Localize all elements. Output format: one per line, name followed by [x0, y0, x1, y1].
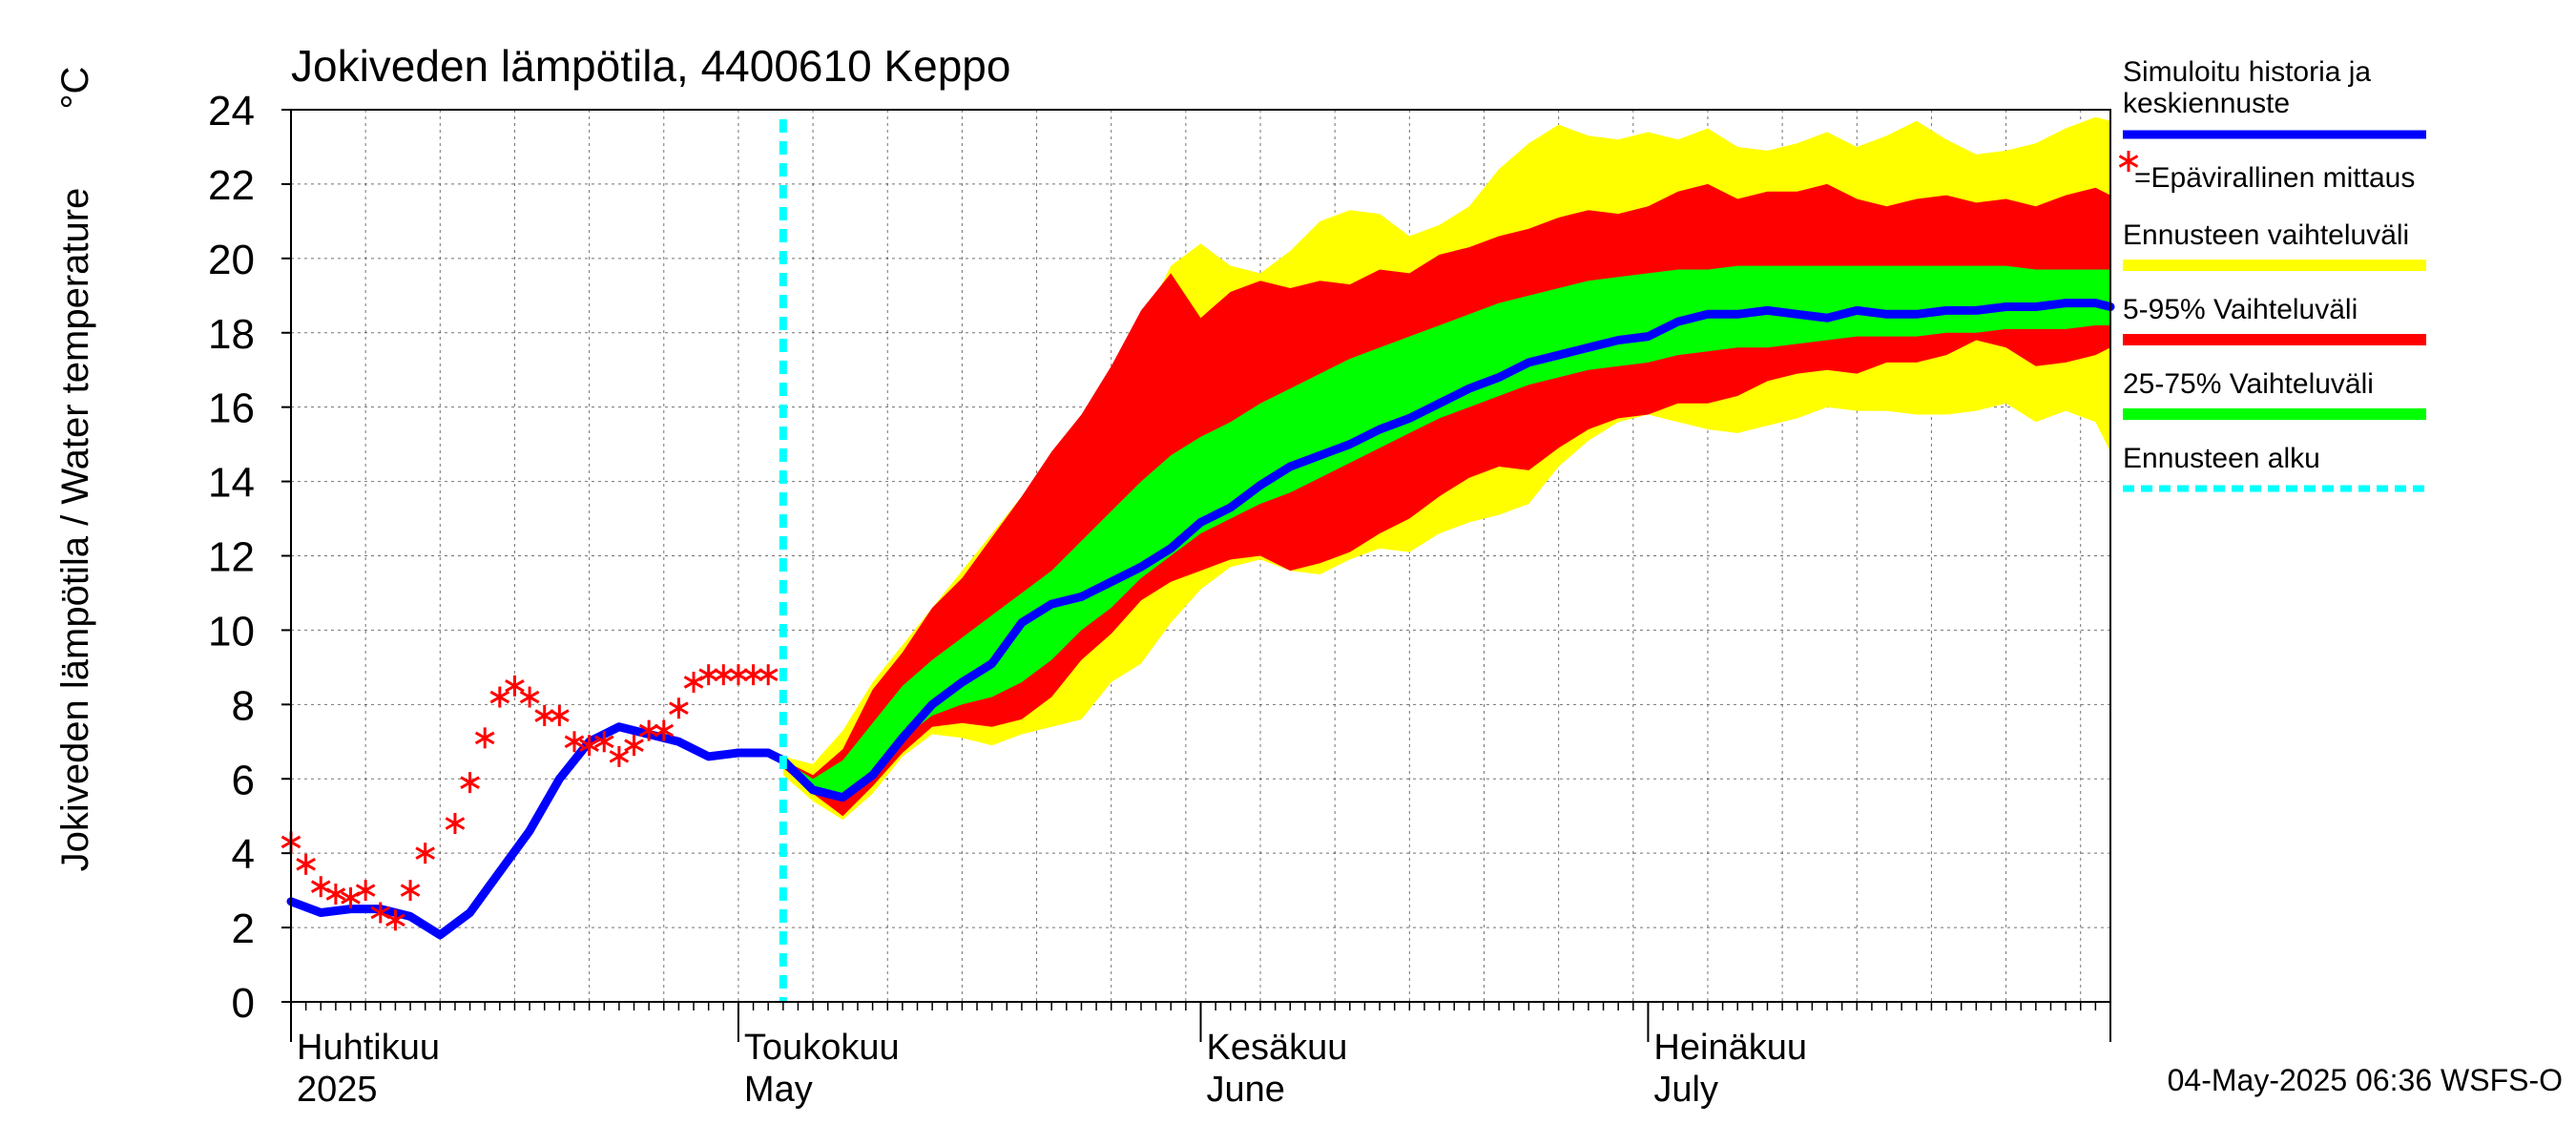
y-tick-label: 24: [208, 88, 255, 135]
marker-stroke: [654, 723, 675, 738]
legend-label: 25-75% Vaihteluväli: [2123, 368, 2374, 400]
marker-stroke: [593, 735, 614, 749]
y-tick-label: 8: [232, 682, 255, 729]
marker-stroke: [370, 906, 391, 920]
measurement-marker: [519, 686, 540, 708]
legend-label: keskiennuste: [2123, 88, 2290, 119]
measurement-marker: [550, 705, 570, 727]
measurement-marker: [624, 735, 644, 757]
timestamp-label: 04-May-2025 06:36 WSFS-O: [2168, 1063, 2563, 1097]
month-label-en: 2025: [297, 1070, 378, 1110]
marker-stroke: [564, 735, 585, 749]
y-tick-label: 6: [232, 757, 255, 803]
y-tick-label: 14: [208, 460, 255, 507]
marker-stroke: [385, 913, 405, 927]
month-label-fi: Heinäkuu: [1653, 1028, 1807, 1068]
measurement-marker: [400, 880, 421, 902]
marker-stroke: [579, 739, 599, 752]
simulated-line: [286, 299, 2115, 940]
legend-label: =Epävirallinen mittaus: [2134, 162, 2415, 194]
measurement-marker: [296, 853, 316, 875]
legend-marker: [2118, 151, 2139, 172]
forecast-bands: [782, 116, 2110, 821]
measurement-marker: [325, 884, 346, 906]
measurement-marker: [579, 735, 599, 757]
measurement-marker: [445, 813, 466, 834]
month-label-fi: Huhtikuu: [297, 1028, 440, 1068]
marker-stroke: [609, 750, 630, 763]
measurement-marker: [564, 731, 585, 753]
y-tick-label: 2: [232, 906, 255, 952]
y-tick-label: 16: [208, 385, 255, 432]
marker-stroke: [460, 776, 480, 789]
measurement-marker: [593, 731, 614, 753]
y-tick-label: 20: [208, 237, 255, 283]
marker-stroke: [519, 690, 540, 704]
measurement-marker: [355, 880, 376, 902]
marker-stroke: [325, 887, 346, 901]
month-label-fi: Toukokuu: [744, 1028, 900, 1068]
measurement-marker: [385, 909, 405, 931]
y-tick-label: 18: [208, 311, 255, 358]
band-25-75: [782, 265, 2110, 794]
month-label-en: June: [1207, 1070, 1285, 1110]
simulated-line-layer: [286, 299, 2115, 940]
measurement-marker: [415, 843, 435, 864]
marker-stroke: [355, 884, 376, 897]
measurement-marker: [669, 697, 689, 719]
month-label-fi: Kesäkuu: [1207, 1028, 1348, 1068]
y-axis-label: Jokiveden lämpötila / Water temperature: [54, 188, 96, 872]
legend-label: Ennusteen alku: [2123, 443, 2320, 474]
y-axis-unit: °C: [54, 67, 96, 110]
measurement-marker: [758, 664, 779, 686]
measurement-markers: [280, 664, 779, 931]
chart-title: Jokiveden lämpötila, 4400610 Keppo: [291, 41, 1010, 91]
marker-stroke: [310, 880, 331, 894]
measurement-marker: [654, 719, 675, 741]
legend-label: Ennusteen vaihteluväli: [2123, 219, 2409, 251]
axes: 024681012141618202224Huhtikuu2025Toukoku…: [208, 88, 2111, 1110]
marker-stroke: [669, 701, 689, 716]
marker-stroke: [505, 679, 525, 693]
y-tick-label: 12: [208, 534, 255, 581]
marker-stroke: [624, 739, 644, 752]
marker-stroke: [415, 846, 435, 860]
legend-label: 5-95% Vaihteluväli: [2123, 294, 2358, 325]
y-tick-label: 22: [208, 162, 255, 209]
legend-label: Simuloitu historia ja: [2123, 56, 2371, 88]
marker-stroke: [296, 858, 316, 871]
month-label-en: May: [744, 1070, 813, 1110]
marker-stroke: [400, 884, 421, 897]
marker-stroke: [758, 668, 779, 681]
marker-stroke: [445, 817, 466, 830]
y-tick-label: 0: [232, 980, 255, 1027]
y-tick-label: 10: [208, 608, 255, 655]
measurement-marker: [489, 686, 510, 708]
y-tick-label: 4: [232, 831, 255, 878]
measurement-marker: [460, 772, 480, 794]
marker-stroke: [474, 731, 495, 745]
marker-stroke: [489, 690, 510, 704]
month-label-en: July: [1653, 1070, 1718, 1110]
measurement-marker: [505, 675, 525, 697]
measurement-marker: [609, 745, 630, 767]
marker-stroke: [2118, 155, 2139, 168]
measurement-marker: [474, 727, 495, 749]
marker-stroke: [550, 709, 570, 722]
